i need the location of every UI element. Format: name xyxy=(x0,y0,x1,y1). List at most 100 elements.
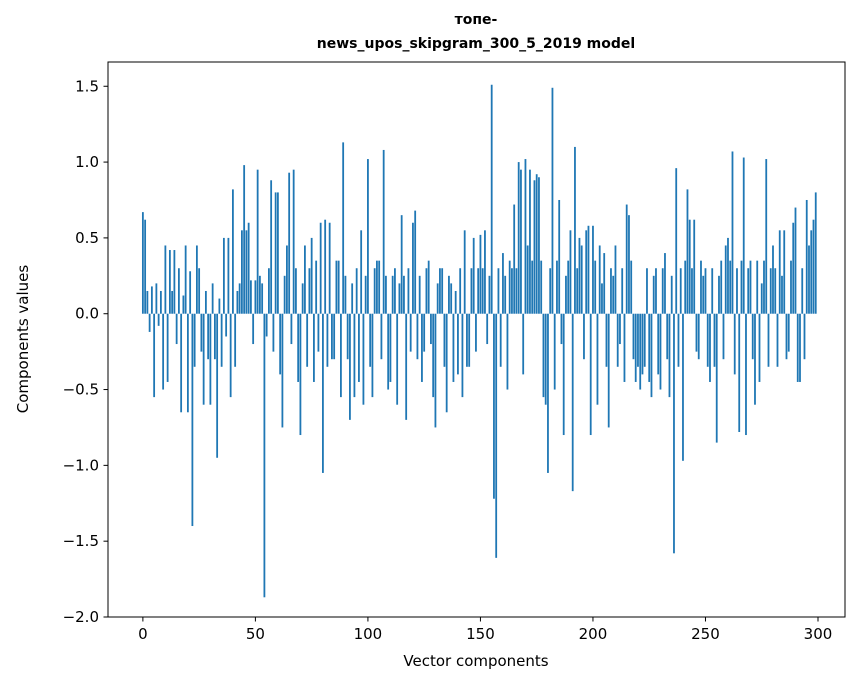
bar xyxy=(808,245,810,314)
bar xyxy=(637,313,639,367)
bar xyxy=(148,313,151,332)
bar xyxy=(544,313,547,405)
bar xyxy=(477,268,480,314)
bar xyxy=(790,260,792,314)
bar xyxy=(517,162,520,314)
bar xyxy=(304,245,306,314)
bar xyxy=(412,222,414,314)
chart-title-line-1: топе- xyxy=(455,12,498,28)
bar xyxy=(351,283,354,314)
bar xyxy=(767,313,770,367)
bar xyxy=(166,313,169,382)
bar xyxy=(220,313,223,367)
bar xyxy=(682,313,684,461)
bar xyxy=(391,275,394,314)
chart-title-line-2: news_upos_skipgram_300_5_2019 model xyxy=(317,36,635,52)
bar xyxy=(511,268,513,314)
bar xyxy=(463,230,466,314)
bar xyxy=(592,225,594,314)
bar xyxy=(803,313,806,360)
bar xyxy=(328,222,331,314)
bar xyxy=(801,268,804,314)
bar xyxy=(754,313,756,405)
bar xyxy=(175,313,178,345)
bar xyxy=(585,230,588,314)
bar xyxy=(452,313,455,382)
bar xyxy=(574,146,576,314)
bar xyxy=(796,313,799,382)
bar xyxy=(540,260,543,314)
bar xyxy=(315,260,318,314)
x-tick-label: 300 xyxy=(804,625,833,643)
bar xyxy=(612,275,615,314)
bar xyxy=(445,313,448,413)
bar xyxy=(655,268,657,314)
bar xyxy=(430,313,432,345)
bar xyxy=(367,159,369,314)
bar xyxy=(661,268,664,314)
bar xyxy=(603,253,606,314)
bar xyxy=(454,290,457,314)
bar xyxy=(247,222,250,314)
bar xyxy=(751,313,754,360)
bar xyxy=(448,275,450,314)
bar xyxy=(241,230,243,314)
bar xyxy=(760,283,763,314)
bar xyxy=(713,313,716,367)
bar xyxy=(146,290,149,314)
x-axis-label: Vector components xyxy=(403,652,548,670)
bar xyxy=(162,313,165,390)
bar xyxy=(747,268,750,314)
bar xyxy=(222,237,225,314)
y-tick-label: 1.0 xyxy=(75,153,99,171)
bar xyxy=(607,313,610,428)
bar xyxy=(594,260,597,314)
bar xyxy=(195,245,198,314)
bar xyxy=(711,268,714,314)
bar xyxy=(675,168,678,314)
bar xyxy=(700,260,702,314)
bar xyxy=(211,283,214,314)
bar xyxy=(308,268,311,314)
bar xyxy=(556,260,558,314)
bar xyxy=(706,313,709,367)
bar xyxy=(299,313,302,436)
bar xyxy=(616,313,619,367)
bar xyxy=(245,230,248,314)
x-tick-label: 50 xyxy=(246,625,265,643)
bar xyxy=(340,313,342,398)
bar xyxy=(360,230,363,314)
bar xyxy=(596,313,599,405)
bar xyxy=(405,313,408,420)
bar xyxy=(524,159,527,314)
bar xyxy=(589,313,592,436)
bar xyxy=(256,169,259,314)
bar xyxy=(324,219,327,314)
bar xyxy=(664,253,666,314)
bar xyxy=(182,295,185,314)
bar xyxy=(787,313,790,352)
bar xyxy=(508,260,511,314)
bar xyxy=(720,260,723,314)
bar xyxy=(173,250,176,314)
bar xyxy=(202,313,205,405)
bar xyxy=(141,212,144,314)
bar xyxy=(409,313,412,352)
axes-spines xyxy=(107,61,846,618)
bar xyxy=(400,215,403,314)
x-tick-label: 0 xyxy=(138,625,148,643)
bar xyxy=(317,313,320,352)
bar xyxy=(578,237,581,314)
bar xyxy=(562,313,565,436)
bar xyxy=(353,313,356,398)
bar xyxy=(177,268,180,314)
bar xyxy=(772,245,774,314)
bar xyxy=(207,313,210,360)
bar xyxy=(504,275,507,314)
bar xyxy=(765,159,768,314)
bar xyxy=(697,313,700,360)
bar xyxy=(769,268,772,314)
bar xyxy=(679,268,682,314)
bar xyxy=(180,313,183,413)
x-tick-label: 150 xyxy=(466,625,495,643)
